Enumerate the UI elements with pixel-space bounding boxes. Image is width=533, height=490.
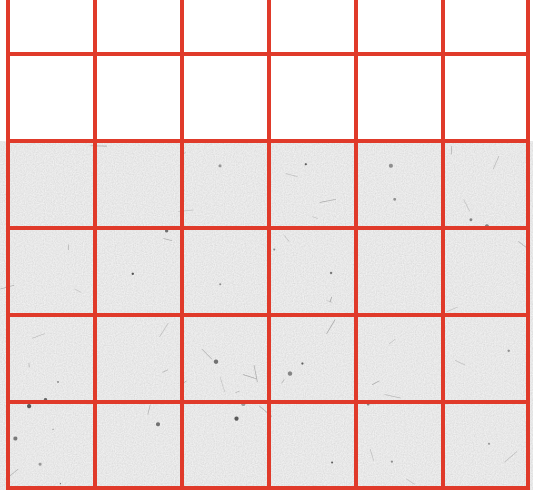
paper-fiber <box>312 216 318 219</box>
empty-cell <box>8 0 95 54</box>
paper-fiber <box>450 145 453 155</box>
paper-fiber <box>74 288 82 293</box>
paper-fiber <box>201 348 213 360</box>
paper-fiber <box>242 374 257 380</box>
paper-fiber <box>454 359 466 366</box>
paper-speck <box>329 271 333 275</box>
paper-speck <box>388 163 393 168</box>
paper-fiber <box>285 173 298 177</box>
paper-speck <box>488 442 490 445</box>
empty-cell <box>356 54 443 141</box>
paper-speck <box>390 460 393 463</box>
paper-fiber <box>283 234 290 242</box>
paper-fiber <box>406 478 415 485</box>
paper-fiber <box>32 333 45 339</box>
paper-fiber <box>371 380 380 386</box>
paper-fiber <box>492 155 500 170</box>
paper-fiber <box>329 296 333 303</box>
paper-speck <box>301 362 304 365</box>
paper-fiber <box>369 449 374 461</box>
paper-fiber <box>388 338 396 345</box>
paper-fiber <box>463 199 471 212</box>
paper-fiber <box>281 379 285 384</box>
empty-cell <box>443 0 528 54</box>
empty-cell <box>182 54 269 141</box>
paper-speck <box>273 248 276 251</box>
empty-cell <box>95 0 182 54</box>
paper-speck <box>507 349 510 352</box>
paper-fiber <box>503 451 518 463</box>
paper-speck <box>234 416 239 421</box>
paper-speck <box>469 218 473 222</box>
empty-cell <box>269 54 356 141</box>
paper-speck <box>331 461 334 464</box>
empty-cell <box>443 54 528 141</box>
paper-fiber <box>163 238 173 242</box>
paper-fiber <box>326 319 336 335</box>
paper-fiber <box>219 376 226 393</box>
empty-cell <box>356 0 443 54</box>
paper-fiber <box>253 364 258 383</box>
paper-speck <box>218 164 222 168</box>
paper-speck <box>57 381 59 383</box>
paper-speck <box>27 404 32 409</box>
paper-fiber <box>319 198 336 203</box>
paper-speck <box>13 436 18 441</box>
paper-speck <box>393 197 397 201</box>
paper-speck <box>213 359 219 364</box>
empty-cell <box>269 0 356 54</box>
grid-lines <box>6 0 530 490</box>
paper-speck <box>38 462 42 466</box>
paper-speck <box>304 163 307 166</box>
paper-fiber <box>384 394 401 399</box>
empty-cell <box>8 54 95 141</box>
empty-cell <box>182 0 269 54</box>
paper-fiber <box>147 404 151 415</box>
paper-fiber <box>235 390 240 394</box>
paper-speck <box>131 272 134 275</box>
paper-speck <box>219 283 222 286</box>
paper-speck <box>156 422 160 427</box>
paper-speck <box>52 428 54 431</box>
paper-fiber <box>326 300 333 303</box>
paper-fiber <box>446 306 458 313</box>
paper-speck <box>287 371 293 376</box>
paper-fiber <box>159 322 169 338</box>
paper-speck <box>59 483 62 485</box>
empty-cell <box>95 54 182 141</box>
paper-speck <box>165 229 169 233</box>
paper-fiber <box>162 369 169 373</box>
